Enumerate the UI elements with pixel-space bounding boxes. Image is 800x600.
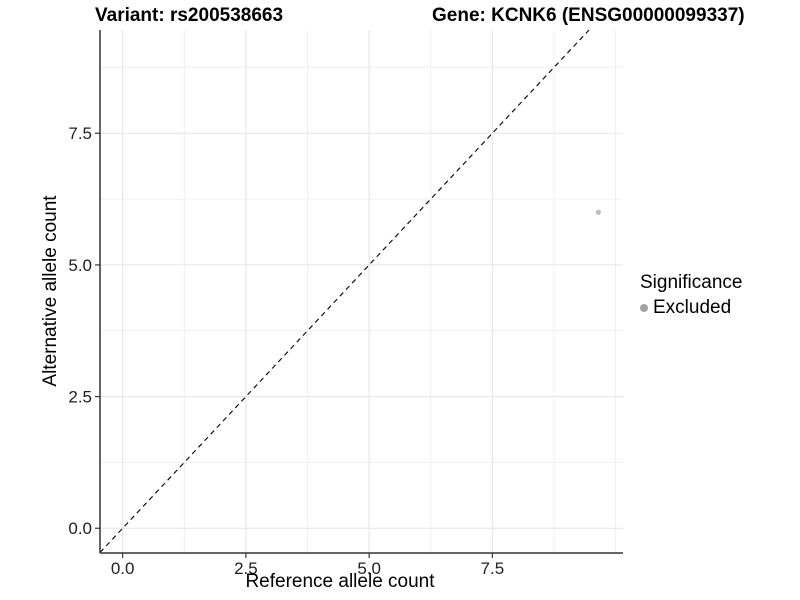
y-tick-label: 2.5 <box>68 388 92 407</box>
legend-entry-excluded: Excluded <box>640 297 742 319</box>
x-axis-title: Reference allele count <box>245 571 435 592</box>
y-tick-label: 7.5 <box>68 124 92 143</box>
legend-entry-label: Excluded <box>653 297 732 318</box>
legend-point-icon <box>640 304 648 312</box>
plot-title-variant: Variant: rs200538663 <box>95 5 284 26</box>
legend: Significance Excluded <box>640 272 742 319</box>
plot-title-gene: Gene: KCNK6 (ENSG00000099337) <box>432 5 745 26</box>
x-tick-label: 2.5 <box>234 559 258 578</box>
y-tick-label: 5.0 <box>68 256 92 275</box>
x-tick-label: 5.0 <box>357 559 381 578</box>
y-tick-label: 0.0 <box>68 519 92 538</box>
y-axis-title: Alternative allele count <box>40 195 61 387</box>
legend-title: Significance <box>640 272 743 293</box>
identity-line <box>99 29 590 553</box>
x-tick-label: 7.5 <box>481 559 505 578</box>
data-point <box>595 209 601 215</box>
x-tick-label: 0.0 <box>111 559 135 578</box>
